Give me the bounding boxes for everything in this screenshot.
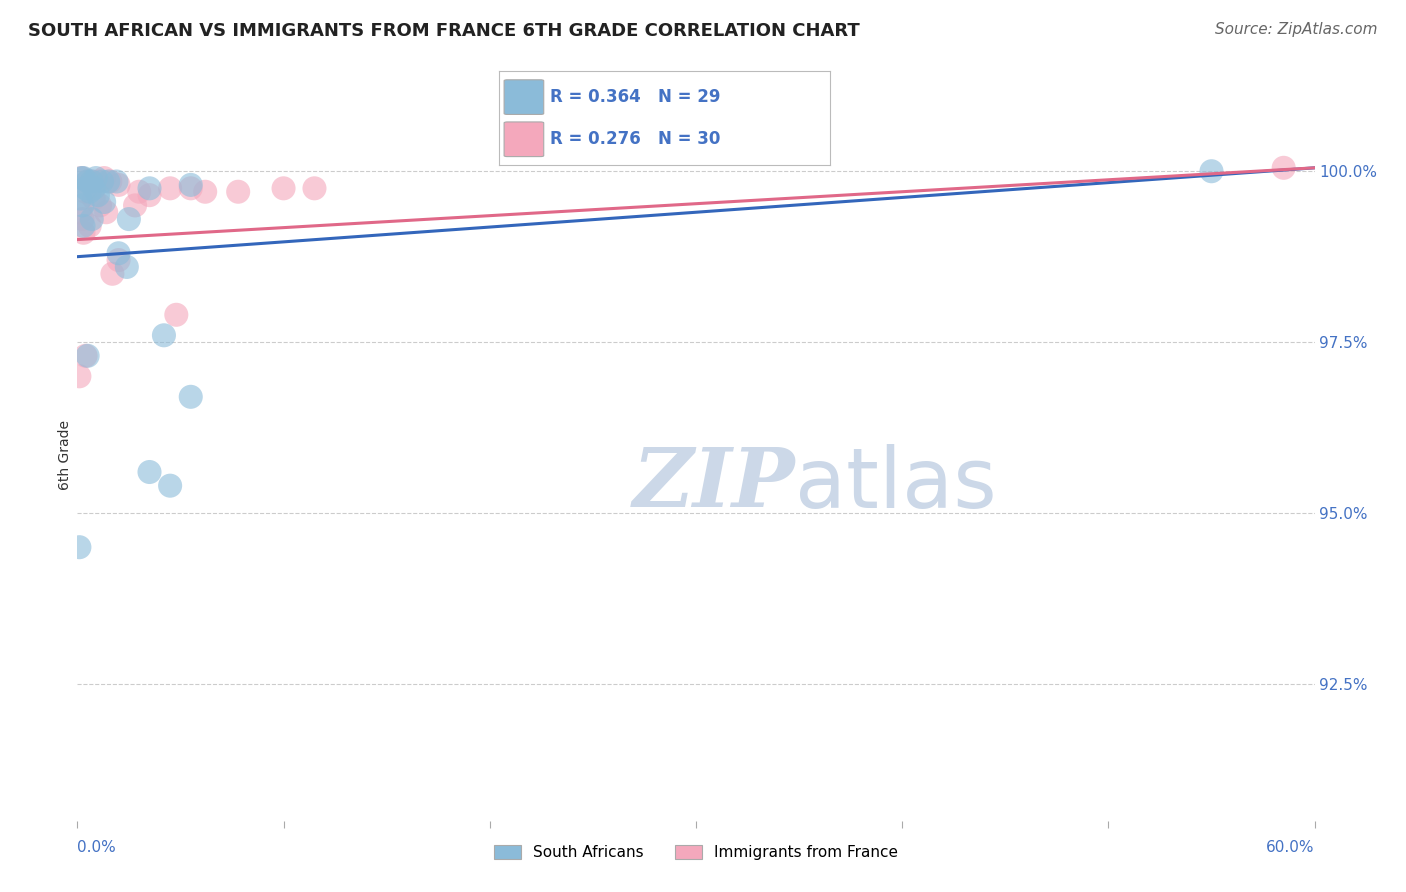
Text: SOUTH AFRICAN VS IMMIGRANTS FROM FRANCE 6TH GRADE CORRELATION CHART: SOUTH AFRICAN VS IMMIGRANTS FROM FRANCE …: [28, 22, 860, 40]
Y-axis label: 6th Grade: 6th Grade: [58, 420, 72, 490]
Point: [107, 253, 129, 268]
Point: [159, 478, 181, 492]
Point: [105, 174, 128, 188]
Point: [138, 188, 160, 202]
Point: [118, 212, 141, 227]
Point: [75, 181, 97, 195]
Point: [79, 185, 101, 199]
Point: [304, 181, 326, 195]
Point: [87, 188, 110, 202]
Point: [180, 178, 202, 192]
Point: [87, 174, 110, 188]
FancyBboxPatch shape: [505, 79, 544, 114]
Point: [69, 192, 91, 206]
Point: [72, 219, 94, 233]
Text: R = 0.364   N = 29: R = 0.364 N = 29: [550, 88, 721, 106]
Point: [180, 181, 202, 195]
Point: [93, 194, 115, 209]
Point: [76, 174, 98, 188]
Point: [69, 205, 91, 219]
Point: [91, 174, 114, 188]
Point: [97, 174, 120, 188]
FancyBboxPatch shape: [505, 122, 544, 157]
Legend: South Africans, Immigrants from France: South Africans, Immigrants from France: [486, 837, 905, 868]
Point: [226, 185, 249, 199]
Point: [72, 198, 94, 212]
Point: [107, 246, 129, 260]
Point: [76, 349, 98, 363]
Point: [138, 181, 160, 195]
Point: [80, 174, 103, 188]
Point: [89, 198, 111, 212]
Point: [153, 328, 176, 343]
Point: [79, 219, 101, 233]
Point: [107, 178, 129, 192]
Point: [159, 181, 181, 195]
Text: 0.0%: 0.0%: [77, 839, 117, 855]
Text: 60.0%: 60.0%: [1267, 839, 1315, 855]
Point: [70, 171, 93, 186]
Point: [138, 465, 160, 479]
Point: [273, 181, 295, 195]
Point: [80, 174, 103, 188]
Point: [1272, 161, 1295, 175]
Text: atlas: atlas: [794, 443, 997, 524]
Point: [83, 181, 105, 195]
Point: [67, 540, 90, 554]
Text: Source: ZipAtlas.com: Source: ZipAtlas.com: [1215, 22, 1378, 37]
Point: [72, 226, 94, 240]
Text: ZIP: ZIP: [633, 444, 794, 524]
Point: [115, 260, 138, 274]
Point: [128, 185, 150, 199]
Point: [124, 198, 146, 212]
Point: [98, 174, 121, 188]
Point: [80, 212, 103, 227]
Point: [76, 174, 98, 188]
Point: [75, 349, 97, 363]
Point: [84, 171, 107, 186]
Point: [96, 205, 118, 219]
Point: [165, 308, 187, 322]
Point: [180, 390, 202, 404]
Point: [101, 267, 124, 281]
Point: [67, 369, 90, 384]
Point: [83, 192, 105, 206]
Point: [75, 185, 97, 199]
Point: [72, 171, 94, 186]
Point: [1201, 164, 1223, 178]
Point: [194, 185, 217, 199]
Text: R = 0.276   N = 30: R = 0.276 N = 30: [550, 130, 721, 148]
Point: [70, 171, 93, 186]
Point: [72, 212, 94, 227]
Point: [93, 171, 115, 186]
